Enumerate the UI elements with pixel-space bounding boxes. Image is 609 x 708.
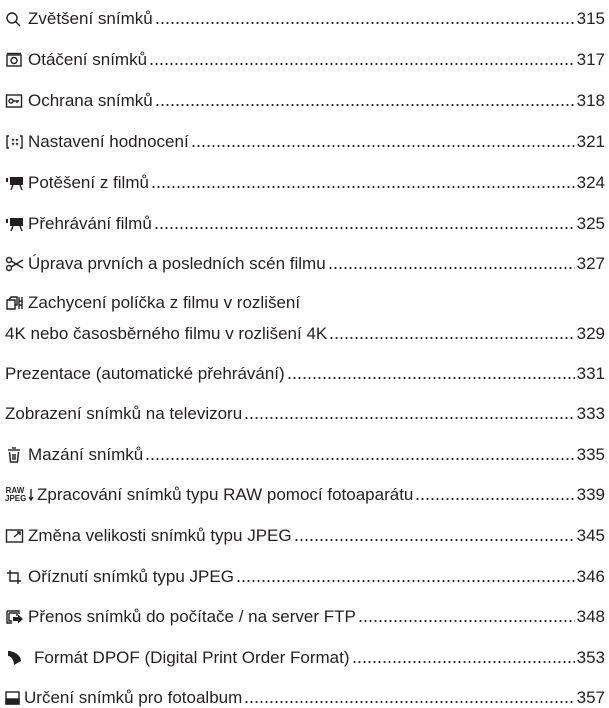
dot-leader: [154, 103, 575, 107]
icon-movie: [6, 218, 23, 232]
entry-title: Zachycení políčka z filmu v rozlišení: [28, 293, 301, 312]
toc-entry: Potěšení z filmů 324: [5, 172, 605, 194]
dot-leader: [244, 416, 575, 420]
dot-leader: [145, 457, 575, 461]
entry-title: Potěšení z filmů: [28, 173, 149, 192]
toc-entry: Formát DPOF (Digital Print Order Format)…: [5, 647, 605, 669]
icon-rating: [6, 135, 23, 149]
icon-crop: [7, 570, 21, 584]
toc-entry: 4K nebo časosběrného filmu v rozlišení 4…: [5, 323, 605, 345]
entry-page: 346: [576, 567, 605, 586]
entry-page: 318: [576, 91, 605, 110]
toc-entry: Ochrana snímků 318: [5, 90, 605, 112]
entry-title: Určení snímků pro fotoalbum: [24, 688, 243, 707]
dot-leader: [357, 619, 575, 623]
icon-resize: [5, 529, 24, 543]
entry-title: Přenos snímků do počítače / na server FT…: [28, 607, 356, 626]
icon-frame-grab: [6, 296, 23, 310]
entry-page: 329: [576, 324, 605, 343]
toc-entry: Prezentace (automatické přehrávání) 331: [5, 363, 605, 385]
entry-page: 315: [576, 9, 605, 28]
dot-leader: [327, 266, 575, 270]
dot-leader: [286, 376, 575, 380]
dot-leader: [329, 336, 575, 340]
entry-title: Úprava prvních a posledních scén filmu: [28, 254, 326, 273]
toc-entry: Určení snímků pro fotoalbum 357: [5, 687, 605, 708]
entry-page: 339: [576, 485, 605, 504]
entry-page: 353: [576, 648, 605, 667]
icon-movie: [6, 177, 23, 191]
entry-title: Prezentace (automatické přehrávání): [5, 364, 285, 383]
toc-entry: Otáčení snímků 317: [5, 49, 605, 71]
toc-entry: Zobrazení snímků na televizoru 333: [5, 403, 605, 425]
dot-leader: [415, 497, 575, 501]
toc-entry: RAW JPEG Zpracování snímků typu RAW pomoc…: [5, 484, 605, 506]
dot-leader: [244, 700, 575, 704]
entry-page: 357: [576, 688, 605, 707]
toc-entry: Nastavení hodnocení 321: [5, 131, 605, 153]
entry-title: Přehrávání filmů: [28, 214, 152, 233]
icon-album: [5, 691, 20, 705]
entry-page: 331: [576, 364, 605, 383]
entry-title: Otáčení snímků: [28, 50, 148, 69]
entry-page: 327: [576, 254, 605, 273]
entry-page: 321: [576, 132, 605, 151]
icon-transfer: [6, 610, 23, 624]
entry-title: Formát DPOF (Digital Print Order Format): [34, 648, 350, 667]
icon-scissors: [5, 256, 24, 272]
dot-leader: [190, 144, 575, 148]
dot-leader: [149, 62, 575, 66]
entry-title: Zvětšení snímků: [28, 9, 153, 28]
toc-entry: Zachycení políčka z filmu v rozlišení: [5, 292, 605, 314]
dot-leader: [154, 21, 575, 25]
entry-title: Ochrana snímků: [28, 91, 153, 110]
icon-arrow: [28, 489, 34, 502]
entry-page: 324: [576, 173, 605, 192]
dot-leader: [150, 185, 575, 189]
toc-entry: Mazání snímků 335: [5, 444, 605, 466]
toc-entry: Změna velikosti snímků typu JPEG 345: [5, 525, 605, 547]
entry-title: Zobrazení snímků na televizoru: [5, 404, 243, 423]
toc-entry: Úprava prvních a posledních scén filmu 32…: [5, 253, 605, 275]
icon-zoom: [6, 12, 21, 27]
icon-raw: RAW JPEG: [5, 486, 27, 503]
dot-leader: [293, 538, 575, 542]
dot-leader: [235, 579, 575, 583]
entry-title: 4K nebo časosběrného filmu v rozlišení 4…: [5, 324, 328, 343]
entry-page: 325: [576, 214, 605, 233]
toc-entry: Přehrávání filmů 325: [5, 213, 605, 235]
entry-title: Nastavení hodnocení: [28, 132, 189, 151]
entry-page: 348: [576, 607, 605, 626]
toc-entry: Přenos snímků do počítače / na server FT…: [5, 606, 605, 628]
entry-page: 335: [576, 445, 605, 464]
icon-label: RAW: [5, 486, 25, 495]
entry-title: Oříznutí snímků typu JPEG: [28, 567, 234, 586]
icon-print: [8, 651, 21, 665]
entry-page: 317: [576, 50, 605, 69]
entry-page: 345: [576, 526, 605, 545]
toc-entry: Oříznutí snímků typu JPEG 346: [5, 566, 605, 588]
toc-entry: Zvětšení snímků 315: [5, 8, 605, 30]
dot-leader: [153, 226, 575, 230]
dot-leader: [351, 660, 575, 664]
icon-rotate: [6, 52, 22, 67]
entry-title: Mazání snímků: [28, 445, 144, 464]
icon-protect: [5, 94, 23, 108]
entry-title: Zpracování snímků typu RAW pomocí fotoap…: [37, 485, 414, 504]
icon-label: JPEG: [5, 494, 27, 503]
entry-title: Změna velikosti snímků typu JPEG: [28, 526, 292, 545]
icon-erase: [8, 447, 20, 463]
entry-page: 333: [576, 404, 605, 423]
